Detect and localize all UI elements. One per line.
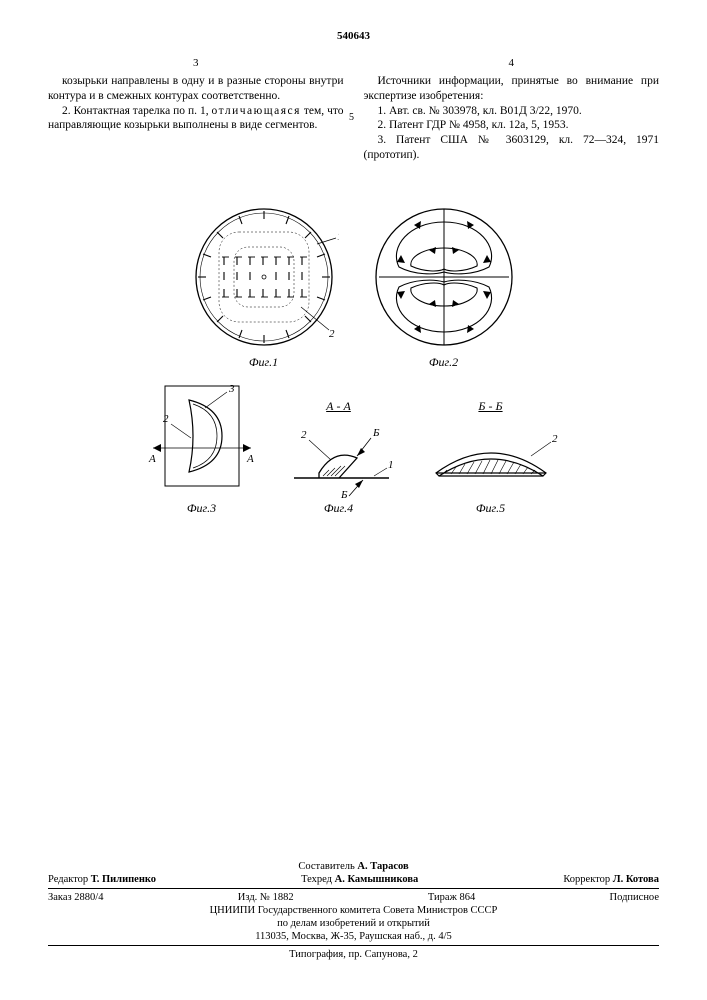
fig4-B-bot: Б bbox=[340, 489, 348, 498]
fig3-label: Фиг.3 bbox=[147, 501, 257, 516]
right-p3: 2. Патент ГДР № 4958, кл. 12a, 5, 1953. bbox=[364, 118, 660, 133]
fig3-A-left: А bbox=[148, 453, 156, 465]
fig3-container: А А 3 2 Фиг.3 bbox=[147, 378, 257, 516]
fig3-A-right: А bbox=[246, 453, 254, 465]
section-bb-title: Б - Б bbox=[421, 399, 561, 414]
techred-label: Техред bbox=[301, 874, 332, 885]
fig3-lbl3: 3 bbox=[228, 383, 235, 395]
fig1-label: Фиг.1 bbox=[189, 355, 339, 370]
org1: ЦНИИПИ Государственного комитета Совета … bbox=[48, 905, 659, 916]
corrector-name: Л. Котова bbox=[613, 874, 659, 885]
margin-line-number: 5 bbox=[349, 112, 354, 123]
order: Заказ 2880/4 bbox=[48, 892, 103, 903]
right-column: 4 Источники информации, принятые во вним… bbox=[364, 56, 660, 162]
figures-block: 1 2 Фиг.1 bbox=[48, 202, 659, 516]
org2: по делам изобретений и открытий bbox=[48, 918, 659, 929]
right-p4: 3. Патент США № 3603129, кл. 72—324, 197… bbox=[364, 133, 660, 162]
fig3-lbl2: 2 bbox=[163, 413, 169, 425]
fig5-label: Фиг.5 bbox=[421, 501, 561, 516]
fig1-svg: 1 2 bbox=[189, 202, 339, 352]
fig4-lbl1: 1 bbox=[388, 459, 394, 471]
fig5-container: Б - Б 2 Фиг.5 bbox=[421, 399, 561, 516]
text-columns: 3 козырьки направлены в одну и в разные … bbox=[48, 56, 659, 162]
fig4-label: Фиг.4 bbox=[279, 501, 399, 516]
subscription: Подписное bbox=[610, 892, 659, 903]
compiler-label: Составитель bbox=[298, 861, 354, 872]
section-aa-title: А - А bbox=[279, 399, 399, 414]
fig2-svg bbox=[369, 202, 519, 352]
fig2-container: Фиг.2 bbox=[369, 202, 519, 370]
techred-name: А. Камышникова bbox=[335, 874, 419, 885]
printer: Типография, пр. Сапунова, 2 bbox=[48, 949, 659, 960]
fig5-lbl2: 2 bbox=[552, 433, 558, 445]
fig4-B-top: Б bbox=[372, 427, 380, 439]
p2-spaced: отличающаяся bbox=[212, 105, 301, 117]
fig-row-2: А А 3 2 Фиг.3 А - А bbox=[48, 378, 659, 516]
left-column: 3 козырьки направлены в одну и в разные … bbox=[48, 56, 344, 162]
fig4-container: А - А Б Б bbox=[279, 399, 399, 516]
right-p2: 1. Авт. св. № 303978, кл. В01Д 3/22, 197… bbox=[364, 104, 660, 119]
fig4-lbl2: 2 bbox=[301, 429, 307, 441]
footer: Составитель А. Тарасов Редактор Т. Пилип… bbox=[48, 859, 659, 962]
patent-number: 540643 bbox=[48, 30, 659, 42]
fig3-svg: А А 3 2 bbox=[147, 378, 257, 498]
fig2-label: Фиг.2 bbox=[369, 355, 519, 370]
fig-row-1: 1 2 Фиг.1 bbox=[48, 202, 659, 370]
compiler-name: А. Тарасов bbox=[357, 861, 408, 872]
p2-lead: 2. Контактная тарелка по п. 1, bbox=[62, 105, 212, 117]
address: 113035, Москва, Ж-35, Раушская наб., д. … bbox=[48, 931, 659, 942]
fig4-svg: Б Б 1 2 bbox=[279, 418, 399, 498]
left-col-number: 3 bbox=[48, 56, 344, 70]
issue: Изд. № 1882 bbox=[238, 892, 294, 903]
left-p1: козырьки направлены в одну и в разные ст… bbox=[48, 74, 344, 103]
fig1-label-2: 2 bbox=[329, 328, 335, 340]
right-col-number: 4 bbox=[364, 56, 660, 70]
right-p1: Источники информации, принятые во вниман… bbox=[364, 74, 660, 103]
editor-label: Редактор bbox=[48, 874, 88, 885]
editor-name: Т. Пилипенко bbox=[91, 874, 156, 885]
fig1-label-1: 1 bbox=[337, 231, 339, 243]
left-p2: 2. Контактная тарелка по п. 1, отличающа… bbox=[48, 104, 344, 133]
fig5-svg: 2 bbox=[421, 418, 561, 498]
fig1-container: 1 2 Фиг.1 bbox=[189, 202, 339, 370]
corrector-label: Корректор bbox=[563, 874, 610, 885]
tirage: Тираж 864 bbox=[428, 892, 475, 903]
